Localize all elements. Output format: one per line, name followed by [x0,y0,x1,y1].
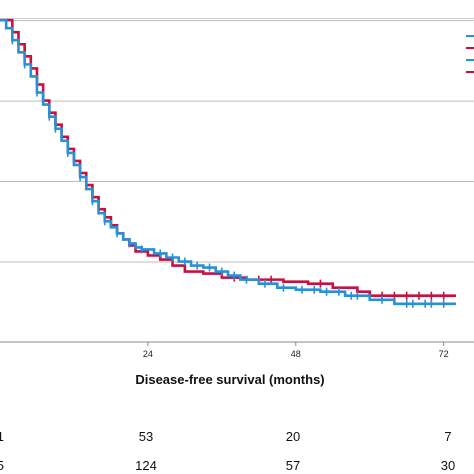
risk-cell: 20 [286,429,300,444]
risk-cell: 124 [135,458,157,473]
series-layer [0,18,456,308]
series-line-1 [0,18,456,306]
series-1 [0,18,456,308]
x-tick-label-1: 48 [291,349,301,359]
legend [466,35,474,73]
risk-cell: 30 [441,458,455,473]
x-axis-label: Disease-free survival (months) [135,372,324,387]
series-0 [0,18,456,300]
x-axis-ticks: 24 48 72 [143,342,449,359]
risk-cell: 53 [139,429,153,444]
grid-lines [0,18,474,263]
risk-cell: 57 [286,458,300,473]
risk-cell: 1 [0,429,4,444]
x-tick-label-2: 72 [439,349,449,359]
risk-cell: 5 [0,458,4,473]
risk-table: 1 53 20 7 5 124 57 30 [0,429,455,473]
x-tick-label-0: 24 [143,349,153,359]
risk-cell: 7 [444,429,451,444]
series-line-0 [0,18,456,298]
